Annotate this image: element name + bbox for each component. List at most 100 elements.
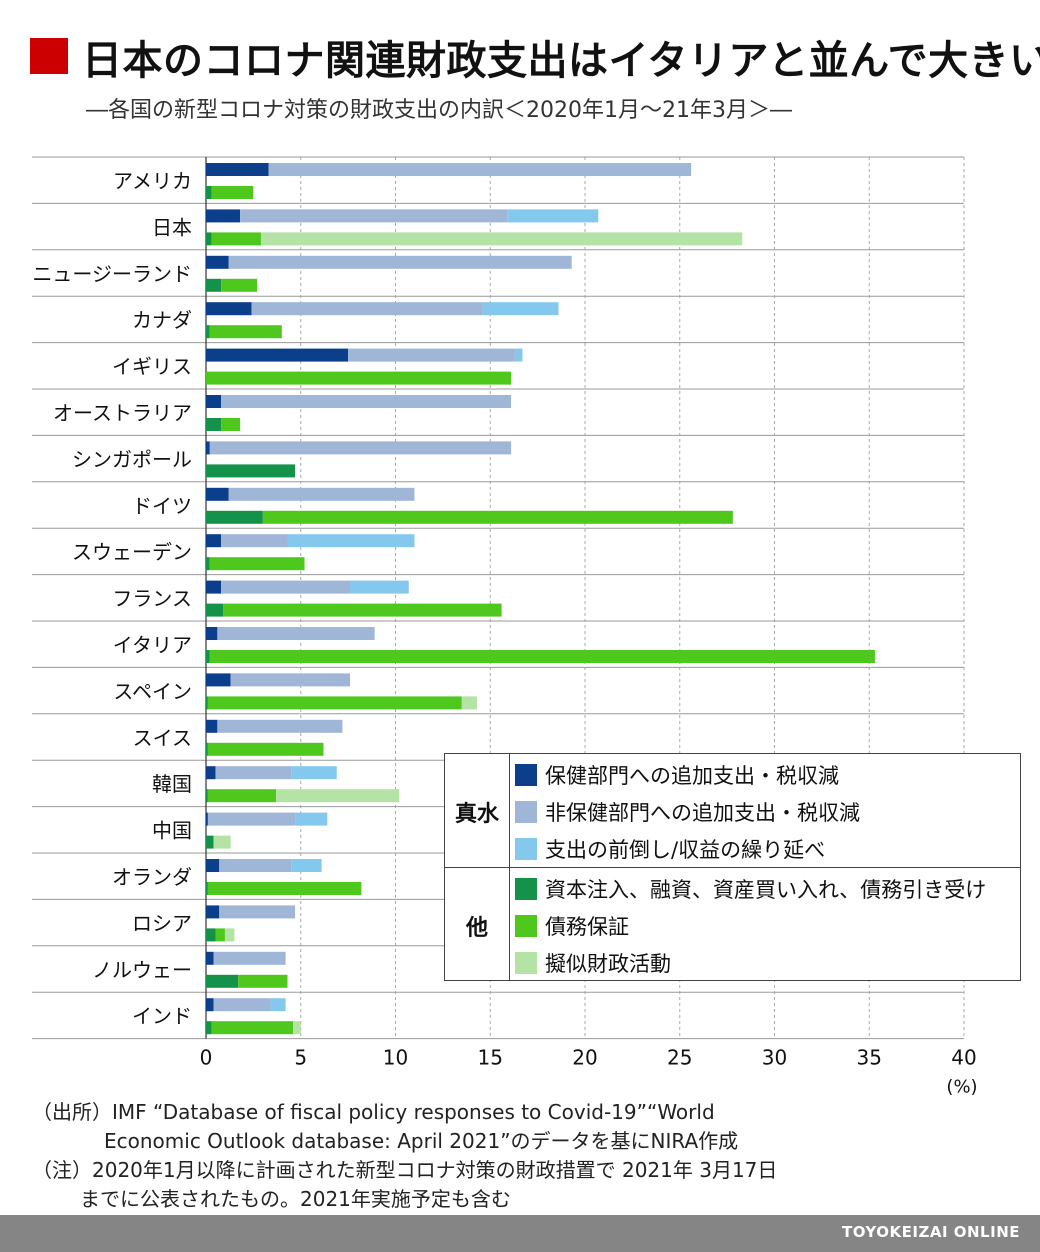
bar-segment [295, 812, 328, 826]
bar-segment [461, 696, 477, 710]
bar-segment [251, 302, 483, 316]
category-label: アメリカ [113, 169, 192, 193]
bar-segment [221, 580, 351, 594]
bar-segment [219, 859, 292, 872]
bar-segment [221, 278, 258, 292]
bar-segment [206, 534, 222, 548]
legend-label: 資本注入、融資、資産買い入れ、債務引き受け [545, 878, 987, 902]
category-label: 日本 [152, 215, 192, 239]
bar-segment [209, 557, 305, 571]
bar-segment [206, 395, 222, 408]
bar-segment [206, 302, 252, 316]
bar-segment [230, 673, 351, 687]
bar-segment [206, 928, 216, 942]
bar-segment [350, 580, 409, 594]
bar-segment [207, 696, 462, 710]
category-label: カナダ [132, 308, 192, 332]
legend-swatch [515, 838, 537, 860]
x-axis-unit: (%) [946, 1077, 977, 1098]
bar-segment [240, 209, 508, 223]
bar-chart: アメリカ日本ニュージーランドカナダイギリスオーストラリアシンガポールドイツスウェ… [32, 156, 978, 1098]
bar-segment [206, 766, 216, 780]
category-label: ドイツ [132, 494, 192, 518]
bar-segment [223, 603, 502, 617]
category-label: イギリス [112, 355, 192, 379]
category-label: ノルウェー [92, 958, 192, 982]
bar-segment [206, 603, 224, 617]
bar-segment [207, 789, 277, 803]
bar-segment [206, 696, 208, 710]
bar-segment [228, 487, 415, 501]
source-line-1: （出所）IMF “Database of fiscal policy respo… [32, 1100, 715, 1124]
x-tick-label: 35 [857, 1046, 882, 1070]
bar-segment [213, 951, 286, 965]
bar-segment [217, 719, 343, 733]
source-line-2: Economic Outlook database: April 2021”のデ… [104, 1129, 739, 1153]
legend-swatch [515, 952, 537, 974]
category-label: 中国 [152, 819, 192, 843]
bar-segment [268, 163, 692, 176]
bar-segment [206, 580, 222, 594]
footer-bar: TOYOKEIZAI ONLINE [0, 1215, 1040, 1252]
bar-segment [209, 441, 512, 455]
x-tick-label: 20 [572, 1046, 597, 1070]
bar-segment [207, 742, 324, 756]
x-tick-label: 40 [951, 1046, 976, 1070]
bar-segment [507, 209, 599, 223]
legend-group-label-b: 他 [465, 916, 488, 941]
x-tick-label: 5 [294, 1046, 307, 1070]
bar-segment [206, 951, 214, 965]
bar-segment [293, 1021, 301, 1035]
legend-item-accelerated: 支出の前倒し/収益の繰り延べ [515, 834, 825, 864]
note-line-1: （注）2020年1月以降に計画された新型コロナ対策の財政措置で 2021年 3月… [32, 1158, 778, 1182]
bar-segment [348, 348, 515, 362]
category-label: ロシア [132, 911, 192, 935]
category-label: オーストラリア [53, 401, 192, 425]
page-title: 日本のコロナ関連財政支出はイタリアと並んで大きい [82, 38, 1040, 84]
legend-item-quasi: 擬似財政活動 [515, 948, 671, 978]
bar-segment [209, 325, 282, 339]
bar-segment [213, 835, 231, 849]
bar-segment [287, 534, 415, 548]
legend-label: 支出の前倒し/収益の繰り延べ [545, 838, 826, 862]
bar-segment [238, 974, 288, 988]
legend-group-label-a: 真水 [454, 802, 499, 827]
category-label: 韓国 [152, 772, 192, 796]
category-label: イタリア [113, 633, 192, 657]
category-label: スウェーデン [72, 540, 192, 564]
category-label: インド [132, 1004, 192, 1028]
bar-segment [209, 650, 875, 663]
bar-segment [206, 278, 222, 292]
legend-item-equity: 資本注入、融資、資産買い入れ、債務引き受け [515, 874, 986, 904]
bar-segment [206, 812, 208, 826]
bar-segment [221, 418, 241, 431]
bar-segment [213, 998, 271, 1012]
bar-segment [224, 928, 235, 942]
chart-legend: 真水 他 保健部門への追加支出・税収減 非保健部門への追加支出・税収減 支出の前… [444, 753, 1021, 981]
title-marker [30, 38, 68, 74]
legend-swatch [515, 801, 537, 823]
category-label: ニュージーランド [32, 262, 192, 286]
bar-segment [211, 232, 261, 246]
x-tick-label: 0 [200, 1046, 213, 1070]
bar-segment [514, 348, 523, 362]
bar-segment [206, 835, 214, 849]
category-label: スペイン [113, 679, 192, 703]
chart-notes: （出所）IMF “Database of fiscal policy respo… [32, 1098, 777, 1214]
bar-segment [291, 766, 337, 780]
bar-segment [206, 742, 208, 756]
bar-segment [206, 673, 231, 687]
bar-segment [215, 928, 225, 942]
bar-segment [217, 627, 375, 640]
note-line-2: までに公表されたもの。2021年実施予定も含む [80, 1187, 511, 1211]
legend-item-nonhealth: 非保健部門への追加支出・税収減 [515, 797, 860, 827]
bar-segment [276, 789, 400, 803]
bar-segment [262, 510, 733, 524]
bar-segment [206, 255, 229, 269]
category-label: フランス [112, 587, 192, 611]
bar-segment [260, 232, 743, 246]
legend-swatch [515, 915, 537, 937]
bar-segment [206, 789, 208, 803]
bar-segment [206, 348, 349, 362]
bar-segment [206, 186, 212, 199]
